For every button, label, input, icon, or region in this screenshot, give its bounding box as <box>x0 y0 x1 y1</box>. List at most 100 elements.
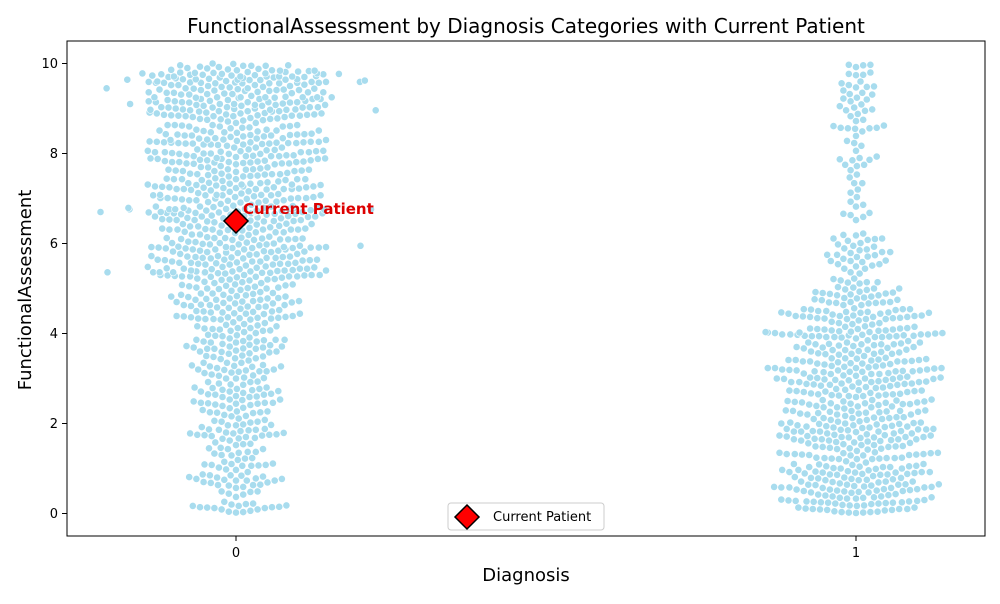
data-point-diagnosis-1 <box>785 386 794 395</box>
data-point-diagnosis-1 <box>884 491 893 499</box>
data-point-diagnosis-1 <box>859 212 868 221</box>
data-point-diagnosis-0 <box>197 212 206 221</box>
data-point-diagnosis-1 <box>828 346 837 354</box>
data-point-diagnosis-1 <box>854 409 863 418</box>
data-point-diagnosis-1 <box>832 298 841 307</box>
data-point-diagnosis-1 <box>844 508 853 517</box>
data-point-diagnosis-0 <box>295 184 303 193</box>
plot-frame <box>66 40 986 537</box>
data-point-diagnosis-0 <box>215 100 224 108</box>
data-point-diagnosis-0 <box>206 254 215 263</box>
data-point-diagnosis-1 <box>880 121 888 130</box>
data-point-diagnosis-1 <box>785 468 794 476</box>
data-point-diagnosis-0 <box>247 461 256 470</box>
data-point-diagnosis-1 <box>898 487 907 495</box>
data-point-diagnosis-1 <box>856 77 865 86</box>
data-point-diagnosis-0 <box>203 284 212 293</box>
data-point-diagnosis-1 <box>841 346 850 354</box>
data-point-diagnosis-0 <box>236 304 245 313</box>
data-point-diagnosis-1 <box>881 390 890 399</box>
data-point-diagnosis-1 <box>863 252 872 261</box>
data-point-diagnosis-1 <box>862 285 871 294</box>
data-point-diagnosis-0 <box>223 421 232 430</box>
data-point-diagnosis-0 <box>162 234 171 242</box>
data-point-diagnosis-1 <box>839 371 848 380</box>
data-point-diagnosis-1 <box>848 156 857 165</box>
data-point-diagnosis-1 <box>839 254 848 263</box>
data-point-diagnosis-1 <box>868 105 877 114</box>
data-point-diagnosis-0 <box>300 73 309 81</box>
data-point-diagnosis-1 <box>874 391 883 400</box>
data-point-diagnosis-0 <box>199 358 208 367</box>
data-point-diagnosis-0 <box>277 362 285 371</box>
data-point-diagnosis-0 <box>268 289 277 297</box>
data-point-diagnosis-1 <box>883 470 892 479</box>
data-point-diagnosis-1 <box>892 332 901 341</box>
data-point-diagnosis-1 <box>812 453 821 462</box>
data-point-diagnosis-0 <box>216 147 225 156</box>
data-point-diagnosis-1 <box>802 379 811 388</box>
data-point-diagnosis-0 <box>255 367 264 376</box>
data-point-diagnosis-0 <box>279 243 288 251</box>
data-point-diagnosis-0 <box>272 322 281 331</box>
data-point-diagnosis-1 <box>873 278 882 287</box>
data-point-diagnosis-1 <box>852 509 860 517</box>
data-point-diagnosis-1 <box>910 503 919 512</box>
data-point-diagnosis-0 <box>243 468 252 476</box>
current-patient-marker[interactable] <box>222 207 250 235</box>
data-point-diagnosis-1 <box>927 482 936 491</box>
data-point-diagnosis-1 <box>847 406 856 415</box>
data-point-diagnosis-0 <box>246 158 255 167</box>
data-point-diagnosis-1 <box>810 295 819 304</box>
data-point-diagnosis-1 <box>876 470 885 479</box>
data-point-diagnosis-0 <box>178 220 187 228</box>
data-point-diagnosis-1 <box>857 340 866 349</box>
data-point-diagnosis-1 <box>891 367 900 376</box>
data-point-diagnosis-1 <box>880 431 889 440</box>
data-point-diagnosis-0 <box>167 111 176 120</box>
data-point-diagnosis-0 <box>247 92 256 100</box>
data-point-diagnosis-1 <box>784 356 793 364</box>
data-point-diagnosis-0 <box>147 252 156 260</box>
data-point-diagnosis-0 <box>154 243 163 252</box>
data-point-diagnosis-0 <box>322 136 330 144</box>
data-point-diagnosis-1 <box>802 422 811 431</box>
data-point-diagnosis-1 <box>839 94 848 103</box>
data-point-diagnosis-1 <box>895 284 904 293</box>
data-point-diagnosis-1 <box>812 401 821 410</box>
data-point-diagnosis-0 <box>306 137 315 146</box>
data-point-diagnosis-1 <box>899 413 908 422</box>
data-point-diagnosis-0 <box>253 88 262 96</box>
data-point-diagnosis-0 <box>293 121 302 129</box>
data-point-diagnosis-1 <box>778 465 787 474</box>
data-point-diagnosis-0 <box>177 290 185 299</box>
data-point-diagnosis-0 <box>291 235 300 243</box>
data-point-diagnosis-0 <box>193 322 202 331</box>
data-point-diagnosis-0 <box>196 289 205 298</box>
data-point-diagnosis-1 <box>822 307 831 315</box>
data-point-diagnosis-1 <box>910 322 919 331</box>
data-point-diagnosis-1 <box>875 370 884 378</box>
data-point-diagnosis-0 <box>214 425 223 434</box>
data-point-diagnosis-1 <box>802 497 811 506</box>
data-point-diagnosis-0 <box>162 264 171 273</box>
data-point-diagnosis-1 <box>886 360 895 368</box>
data-point-diagnosis-1 <box>889 325 897 334</box>
data-point-diagnosis-0 <box>211 174 220 183</box>
data-point-diagnosis-0 <box>205 97 214 105</box>
data-point-diagnosis-0 <box>250 71 259 80</box>
data-point-diagnosis-1 <box>818 468 827 477</box>
data-point-diagnosis-1 <box>826 443 834 452</box>
data-point-diagnosis-1 <box>846 399 855 408</box>
data-point-diagnosis-0 <box>314 78 323 87</box>
data-point-diagnosis-1 <box>881 499 890 507</box>
data-point-diagnosis-0 <box>249 409 257 417</box>
data-point-diagnosis-1 <box>934 448 942 457</box>
data-point-diagnosis-0 <box>209 352 218 361</box>
data-point-diagnosis-0 <box>273 267 282 275</box>
data-point-diagnosis-0 <box>232 483 240 492</box>
data-point-diagnosis-0 <box>171 205 180 214</box>
data-point-diagnosis-0 <box>225 342 234 351</box>
